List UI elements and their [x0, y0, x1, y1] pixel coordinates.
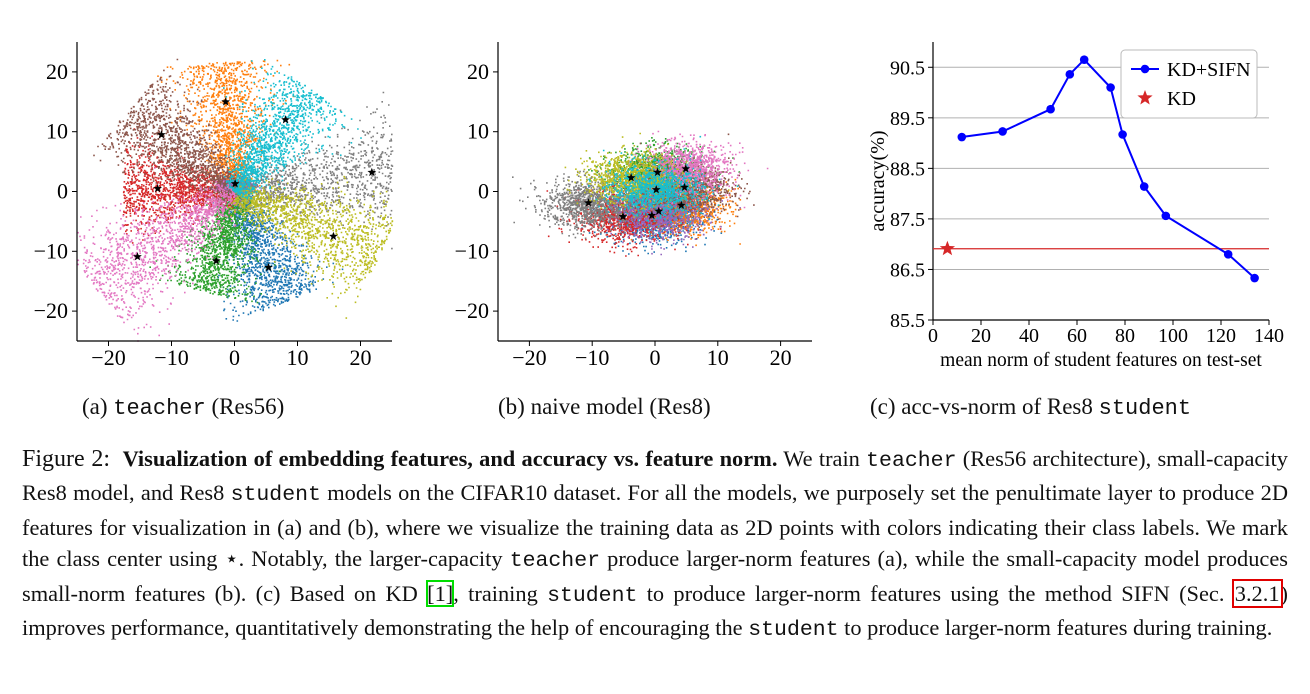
x-tick-label: −20	[512, 345, 546, 370]
class-9-center-star	[651, 185, 661, 194]
x-tick-label: 20	[971, 325, 991, 347]
x-tick-label: 0	[229, 345, 240, 370]
legend-kd-sifn-label: KD+SIFN	[1167, 59, 1251, 81]
y-tick-label: 10	[46, 119, 68, 144]
class-7-center-star	[584, 198, 593, 207]
x-tick-label: 0	[650, 345, 661, 370]
class-8-center-star	[329, 231, 338, 241]
class-9-points	[585, 135, 739, 234]
y-tick-label: 88.5	[890, 158, 925, 180]
kd-sifn-point	[1046, 104, 1055, 114]
y-tick-label: 0	[478, 179, 489, 204]
class-0-center-star	[647, 210, 657, 220]
class-1-center-star	[677, 200, 686, 209]
y-tick-label: 85.5	[890, 310, 925, 332]
figure-label: Figure 2:	[22, 446, 111, 472]
class-3-center-star	[618, 212, 628, 221]
kd-sifn-point	[1079, 55, 1089, 64]
y-tick-label: 20	[46, 59, 68, 84]
y-tick-label: −10	[34, 238, 68, 263]
class-8-points	[227, 175, 394, 319]
class-5-center-star	[157, 130, 166, 139]
kd-sifn-point	[1139, 182, 1149, 191]
figure-caption: Figure 2: Visualization of embedding fea…	[22, 446, 1288, 643]
x-tick-label: 40	[1019, 325, 1039, 347]
x-tick-label: 120	[1206, 325, 1236, 347]
y-tick-label: 20	[467, 59, 489, 84]
section-link[interactable]: 3.2.1	[1231, 578, 1283, 608]
x-tick-label: 60	[1067, 325, 1087, 347]
x-tick-label: 100	[1158, 325, 1188, 347]
kd-sifn-point	[1118, 130, 1127, 139]
kd-sifn-point	[1161, 211, 1171, 221]
class-7-center-star	[367, 167, 377, 177]
y-tick-label: 0	[57, 179, 68, 204]
accuracy-vs-norm-chart: 85.5 86.5 87.5 88.5 89.5 90.5 0 20 40 60 80 100 120 1…	[867, 42, 1284, 371]
x-tick-label: −10	[154, 345, 188, 370]
x-tick-label: 10	[707, 345, 729, 370]
class-2-center-star	[211, 256, 221, 265]
y-tick-label: −10	[455, 238, 489, 263]
x-tick-label: 0	[928, 325, 938, 347]
kd-sifn-point	[1250, 273, 1259, 283]
teacher-embedding-scatter: −20 −20 −10 −10 0 0 10 10 20 20	[34, 42, 394, 370]
x-tick-label: 80	[1115, 325, 1135, 347]
class-0-points	[212, 184, 344, 322]
class-2-points	[149, 189, 281, 304]
y-tick-label: 87.5	[890, 209, 925, 231]
class-6-points	[623, 130, 769, 209]
subcaption-a: (a) teacher (Res56)	[82, 394, 285, 421]
class-3-center-star	[153, 183, 163, 193]
caption-title: Visualization of embedding features, and…	[122, 446, 778, 471]
class-2-center-star	[653, 167, 662, 177]
kd-sifn-point	[957, 132, 967, 142]
x-tick-label: −20	[91, 345, 125, 370]
y-tick-label: 90.5	[890, 57, 925, 79]
y-tick-label: 86.5	[890, 259, 925, 281]
class-9-center-star	[281, 115, 290, 124]
kd-point-star	[939, 240, 956, 256]
x-axis-label: mean norm of student features on test-se…	[940, 350, 1262, 371]
class-6-points	[77, 167, 243, 342]
subcaption-b: (b) naive model (Res8)	[498, 394, 711, 419]
subcaption-c: (c) acc-vs-norm of Res8 student	[870, 394, 1192, 421]
y-tick-label: −20	[455, 298, 489, 323]
class-5-points	[93, 58, 246, 206]
legend-kd-label: KD	[1167, 88, 1196, 110]
y-tick-label: 10	[467, 119, 489, 144]
kd-sifn-point	[1106, 83, 1115, 92]
class-4-center-star	[654, 206, 664, 215]
class-0-center-star	[264, 262, 273, 272]
class-7-points	[233, 91, 394, 250]
star-symbol: ⋆	[224, 546, 239, 572]
kd-sifn-point	[1223, 249, 1233, 259]
citation-link[interactable]: [1]	[426, 579, 455, 607]
y-axis-label: accuracy(%)	[867, 130, 889, 231]
class-6-center-star	[133, 252, 142, 261]
x-tick-label: 20	[770, 345, 792, 370]
y-tick-label: −20	[34, 298, 68, 323]
legend-kd-sifn-marker	[1140, 64, 1150, 74]
class-1-center-star	[221, 97, 231, 106]
class-4-center-star	[230, 179, 240, 188]
class-9-points	[223, 59, 362, 200]
legend-kd-marker	[1137, 90, 1153, 105]
x-tick-label: 140	[1254, 325, 1284, 347]
class-5-center-star	[680, 182, 689, 192]
x-tick-label: 20	[350, 345, 372, 370]
class-6-center-star	[681, 164, 691, 173]
naive-model-embedding-scatter: −20 −20 −10 −10 0 0 10 10 20 20	[455, 42, 812, 370]
y-tick-label: 89.5	[890, 108, 925, 130]
class-3-points	[122, 128, 237, 244]
class-8-center-star	[626, 173, 636, 182]
kd-sifn-point	[1065, 70, 1075, 79]
kd-sifn-point	[998, 127, 1007, 136]
x-tick-label: 10	[287, 345, 309, 370]
legend-box	[1120, 49, 1258, 119]
x-tick-label: −10	[575, 345, 609, 370]
